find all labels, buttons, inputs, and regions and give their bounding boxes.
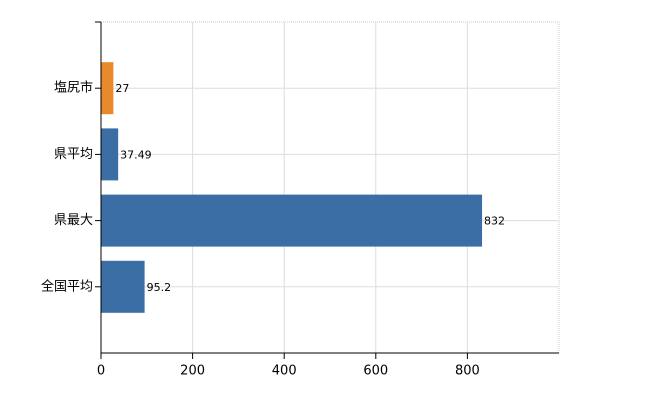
value-label: 27 — [115, 82, 129, 95]
bar — [101, 128, 119, 181]
value-label: 832 — [484, 215, 505, 228]
bar — [101, 62, 114, 115]
bar — [101, 194, 483, 247]
y-tick-label: 県平均 — [54, 147, 93, 162]
y-tick-label: 全国平均 — [41, 278, 93, 294]
x-tick-label: 600 — [363, 364, 388, 379]
x-tick-label: 200 — [180, 364, 205, 379]
value-label: 95.2 — [147, 281, 172, 294]
y-tick-label: 塩尻市 — [54, 80, 93, 96]
x-tick-label: 800 — [455, 364, 480, 379]
y-tick-label: 県最大 — [54, 213, 93, 228]
x-tick-label: 400 — [272, 364, 297, 379]
bar — [101, 260, 145, 313]
x-tick-label: 0 — [97, 364, 105, 379]
value-label: 37.49 — [120, 148, 151, 161]
